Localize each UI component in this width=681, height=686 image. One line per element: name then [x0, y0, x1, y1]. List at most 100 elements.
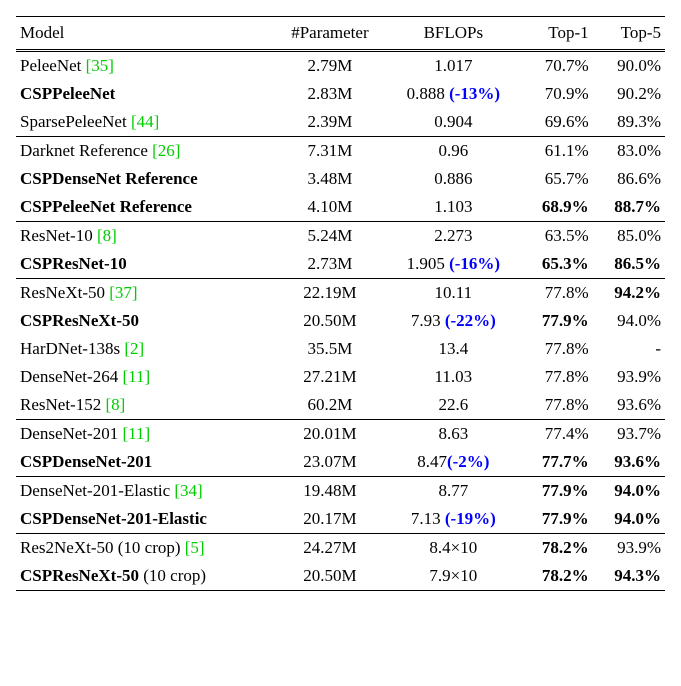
- cell-bflops: 1.017: [386, 51, 520, 81]
- col-bflops: BFLOPs: [386, 17, 520, 51]
- bflops-value: 8.47: [417, 452, 447, 471]
- cell-param: 20.50M: [274, 307, 387, 335]
- bflops-delta: (-2%): [447, 452, 489, 471]
- model-name: CSPDenseNet-201-Elastic: [20, 509, 207, 528]
- cell-bflops: 0.904: [386, 108, 520, 137]
- cell-top1: 77.8%: [520, 335, 592, 363]
- model-name: CSPPeleeNet: [20, 84, 115, 103]
- cell-bflops: 7.9×10: [386, 562, 520, 591]
- cell-top1: 61.1%: [520, 137, 592, 166]
- cell-top5: 94.2%: [593, 279, 665, 308]
- cell-param: 4.10M: [274, 193, 387, 222]
- cell-bflops: 1.103: [386, 193, 520, 222]
- bflops-value: 8.63: [438, 424, 468, 443]
- cell-top1: 78.2%: [520, 534, 592, 563]
- cell-model: CSPPeleeNet Reference: [16, 193, 274, 222]
- citation: [11]: [122, 367, 150, 386]
- model-name: CSPDenseNet-201: [20, 452, 152, 471]
- model-name: ResNet-10: [20, 226, 97, 245]
- table-row: CSPDenseNet-201-Elastic20.17M7.13 (-19%)…: [16, 505, 665, 534]
- table-row: DenseNet-201 [11]20.01M8.6377.4%93.7%: [16, 420, 665, 449]
- model-name: DenseNet-201: [20, 424, 122, 443]
- model-name: CSPDenseNet Reference: [20, 169, 198, 188]
- cell-bflops: 0.888 (-13%): [386, 80, 520, 108]
- cell-param: 2.39M: [274, 108, 387, 137]
- col-param: #Parameter: [274, 17, 387, 51]
- model-suffix: (10 crop): [118, 538, 185, 557]
- cell-bflops: 7.93 (-22%): [386, 307, 520, 335]
- cell-top5: 94.0%: [593, 505, 665, 534]
- bflops-value: 0.96: [438, 141, 468, 160]
- bflops-value: 10.11: [435, 283, 473, 302]
- cell-top1: 77.8%: [520, 363, 592, 391]
- cell-param: 3.48M: [274, 165, 387, 193]
- bflops-value: 7.93: [411, 311, 445, 330]
- col-model: Model: [16, 17, 274, 51]
- cell-param: 5.24M: [274, 222, 387, 251]
- citation: [44]: [131, 112, 159, 131]
- model-name: PeleeNet: [20, 56, 86, 75]
- col-top5: Top-5: [593, 17, 665, 51]
- citation: [34]: [174, 481, 202, 500]
- table-row: DenseNet-201-Elastic [34]19.48M8.7777.9%…: [16, 477, 665, 506]
- bflops-value: 2.273: [434, 226, 472, 245]
- cell-bflops: 8.47(-2%): [386, 448, 520, 477]
- table-row: ResNeXt-50 [37]22.19M10.1177.8%94.2%: [16, 279, 665, 308]
- bflops-delta: (-13%): [449, 84, 500, 103]
- cell-model: CSPResNet-10: [16, 250, 274, 279]
- cell-top1: 77.7%: [520, 448, 592, 477]
- cell-bflops: 1.905 (-16%): [386, 250, 520, 279]
- cell-top1: 78.2%: [520, 562, 592, 591]
- cell-top5: 89.3%: [593, 108, 665, 137]
- cell-model: CSPDenseNet-201: [16, 448, 274, 477]
- cell-model: Res2NeXt-50 (10 crop) [5]: [16, 534, 274, 563]
- cell-top5: 93.9%: [593, 534, 665, 563]
- bflops-value: 1.017: [434, 56, 472, 75]
- cell-param: 27.21M: [274, 363, 387, 391]
- bflops-value: 0.888: [407, 84, 450, 103]
- bflops-value: 22.6: [438, 395, 468, 414]
- model-name: Res2NeXt-50: [20, 538, 118, 557]
- table-header-row: Model #Parameter BFLOPs Top-1 Top-5: [16, 17, 665, 51]
- citation: [37]: [109, 283, 137, 302]
- citation: [8]: [105, 395, 125, 414]
- cell-top1: 69.6%: [520, 108, 592, 137]
- cell-param: 2.73M: [274, 250, 387, 279]
- cell-top1: 77.8%: [520, 391, 592, 420]
- cell-param: 22.19M: [274, 279, 387, 308]
- table-row: CSPDenseNet Reference3.48M0.88665.7%86.6…: [16, 165, 665, 193]
- table-row: Darknet Reference [26]7.31M0.9661.1%83.0…: [16, 137, 665, 166]
- cell-top1: 68.9%: [520, 193, 592, 222]
- model-name: Darknet Reference: [20, 141, 152, 160]
- cell-top1: 77.4%: [520, 420, 592, 449]
- cell-top1: 77.9%: [520, 307, 592, 335]
- cell-model: DenseNet-264 [11]: [16, 363, 274, 391]
- bflops-value: 7.13: [411, 509, 445, 528]
- cell-param: 35.5M: [274, 335, 387, 363]
- cell-top5: 93.6%: [593, 448, 665, 477]
- table-row: ResNet-152 [8]60.2M22.677.8%93.6%: [16, 391, 665, 420]
- cell-top1: 65.7%: [520, 165, 592, 193]
- cell-param: 2.79M: [274, 51, 387, 81]
- cell-top5: 93.9%: [593, 363, 665, 391]
- cell-model: Darknet Reference [26]: [16, 137, 274, 166]
- bflops-delta: (-19%): [445, 509, 496, 528]
- bflops-value: 8.77: [438, 481, 468, 500]
- table-row: HarDNet-138s [2]35.5M13.477.8%-: [16, 335, 665, 363]
- cell-bflops: 10.11: [386, 279, 520, 308]
- table-row: CSPDenseNet-20123.07M8.47(-2%)77.7%93.6%: [16, 448, 665, 477]
- cell-top5: 94.0%: [593, 477, 665, 506]
- cell-bflops: 22.6: [386, 391, 520, 420]
- cell-bflops: 7.13 (-19%): [386, 505, 520, 534]
- cell-param: 19.48M: [274, 477, 387, 506]
- cell-param: 20.50M: [274, 562, 387, 591]
- bflops-delta: (-22%): [445, 311, 496, 330]
- table-row: SparsePeleeNet [44]2.39M0.90469.6%89.3%: [16, 108, 665, 137]
- cell-top1: 70.9%: [520, 80, 592, 108]
- cell-param: 20.01M: [274, 420, 387, 449]
- cell-model: ResNet-10 [8]: [16, 222, 274, 251]
- cell-model: PeleeNet [35]: [16, 51, 274, 81]
- model-suffix: (10 crop): [143, 566, 206, 585]
- cell-top5: 86.5%: [593, 250, 665, 279]
- cell-param: 23.07M: [274, 448, 387, 477]
